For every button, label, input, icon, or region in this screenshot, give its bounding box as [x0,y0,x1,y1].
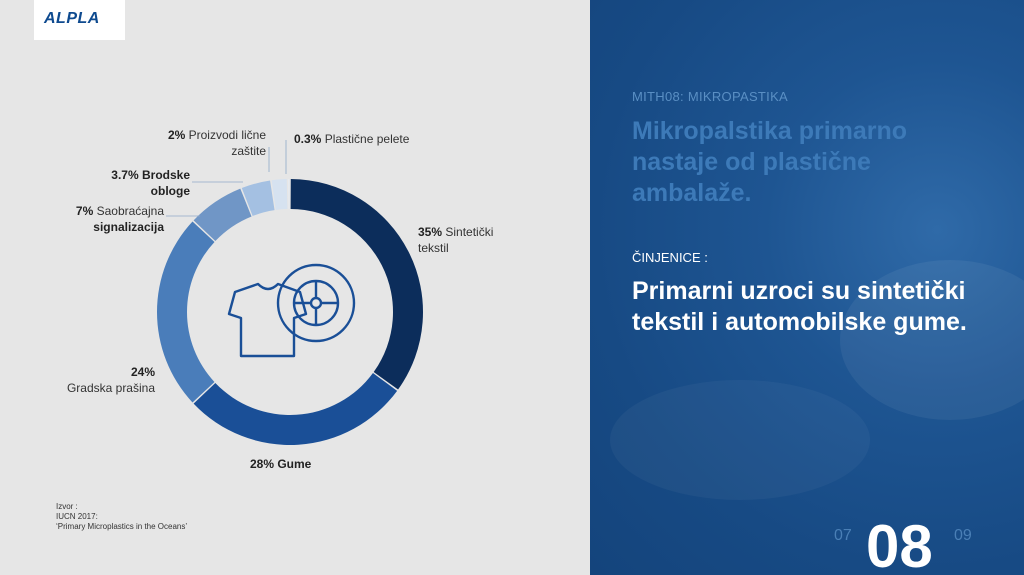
background-texture-2 [610,380,870,500]
donut-slice-gume [193,373,398,445]
donut-slice-proizvodi-li-ne-za-tite [271,179,288,210]
label-saobracajna: 7% Saobraćajna signalizacija [75,204,164,234]
fact-panel: MITH08: MIKROPASTIKA Mikropalstika prima… [590,0,1024,575]
label-brodske: 3.7% Brodske obloge [111,168,190,198]
chart-panel [0,0,590,575]
label-gume: 28% Gume [250,457,312,471]
facts-label: ČINJENICE : [632,250,708,265]
label-sinteticki: 35% Sintetički tekstil [418,225,494,255]
label-pelete: 0.3% Plastične pelete [294,132,410,146]
donut-slice-gradska-pra-ina [157,221,215,403]
donut-chart [157,140,424,445]
page-prev[interactable]: 07 [834,527,852,544]
logo: ALPLA [34,0,125,40]
page-next[interactable]: 09 [954,527,972,544]
page-current: 08 [866,513,933,575]
donut-slice-sinteti-ki-tekstil [290,179,424,390]
donut-slice-brodske-obloge [241,180,275,217]
donut-slice-plasti-ne-pelete [288,179,290,210]
source-note: Izvor : IUCN 2017: ‘Primary Microplastic… [56,502,187,532]
background-texture [840,260,1024,420]
source-line-2: IUCN 2017: [56,512,98,521]
tire-icon [276,263,356,343]
source-line-3: ‘Primary Microplastics in the Oceans’ [56,522,188,531]
source-line-1: Izvor : [56,502,78,511]
donut-slice-saobra-ajna-signalizacija [193,188,252,242]
tshirt-icon [227,282,308,358]
myth-kicker: MITH08: MIKROPASTIKA [632,89,789,104]
label-gradska-prasina: 24% Gradska prašina [66,365,155,395]
logo-text: ALPLA [44,10,100,27]
myth-headline: Mikropalstika primarno nastaje od plasti… [632,117,908,207]
facts-text: Primarni uzroci su sintetički tekstil i … [632,277,967,336]
label-zastite: 2% Proizvodi lične zaštite [167,128,266,158]
